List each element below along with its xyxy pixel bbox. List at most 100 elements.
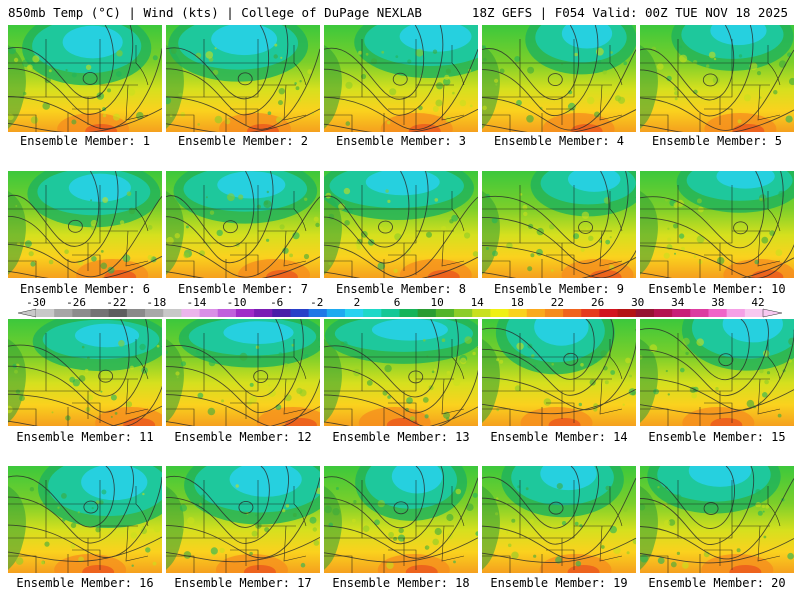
colorbar-swatch [653,309,673,317]
ensemble-member-map [166,25,320,132]
colorbar-tick-label: 18 [511,296,524,309]
colorbar-swatch [672,309,691,317]
colorbar-tick-label: 14 [471,296,485,309]
temperature-field [324,171,478,278]
temperature-field [324,466,478,573]
colorbar-swatch [181,309,200,317]
temperature-colorbar: -30 -26 -22 -18 -14 -10 -6 -2 2 6 10 14 18 22 26 30 34 38… [17,296,783,318]
temperature-field [640,25,794,132]
temperature-field [166,25,320,132]
ensemble-member-map [640,319,794,426]
colorbar-swatch [344,309,364,317]
colorbar-swatch [108,309,128,317]
colorbar-swatch [599,309,618,317]
temperature-field [166,171,320,278]
colorbar-tick-label: 2 [354,296,361,309]
temperature-field [324,319,478,426]
ensemble-member-map [640,466,794,573]
ensemble-member-map [324,466,478,573]
colorbar-swatch [417,309,437,317]
ensemble-member-map [166,319,320,426]
colorbar-swatch [526,309,546,317]
ensemble-member-map [8,171,162,278]
colorbar-tick-label: -2 [310,296,323,309]
colorbar-swatch [326,309,346,317]
ensemble-member-map [324,319,478,426]
colorbar-swatch [708,309,728,317]
ensemble-member-map [482,171,636,278]
colorbar-swatch [217,309,237,317]
temperature-field [482,171,636,278]
ensemble-member-label: Ensemble Member: 12 [174,430,312,444]
colorbar-tick-label: -6 [270,296,283,309]
colorbar-tick-label: 22 [551,296,564,309]
ensemble-member-map [166,171,320,278]
map-title: 850mb Temp (°C) | Wind (kts) | College o… [8,5,422,20]
ensemble-member-map [8,25,162,132]
temperature-field [8,171,162,278]
temperature-field [482,466,636,573]
colorbar-swatch [199,309,219,317]
ensemble-member-label: Ensemble Member: 8 [335,282,467,296]
ensemble-member-label: Ensemble Member: 2 [177,134,309,148]
colorbar-tick-label: -22 [106,296,126,309]
colorbar-swatch [54,309,73,317]
colorbar-tick-label: 38 [711,296,724,309]
colorbar-swatch [254,309,273,317]
temperature-field [166,466,320,573]
colorbar-swatch [544,309,564,317]
colorbar-tick-label: 34 [671,296,685,309]
ensemble-member-map [482,319,636,426]
colorbar-swatch [472,309,491,317]
colorbar-swatch [635,309,655,317]
colorbar-swatch [290,309,310,317]
colorbar-swatch [145,309,164,317]
ensemble-member-label: Ensemble Member: 11 [16,430,154,444]
colorbar-swatch [399,309,419,317]
ensemble-member-label: Ensemble Member: 9 [493,282,625,296]
colorbar-tick-label: 42 [751,296,764,309]
ensemble-member-map [640,171,794,278]
temperature-field [640,466,794,573]
temperature-field [8,466,162,573]
ensemble-member-label: Ensemble Member: 4 [493,134,625,148]
colorbar-tick-label: -30 [26,296,46,309]
temperature-field [482,25,636,132]
colorbar-swatch [617,309,637,317]
ensemble-member-label: Ensemble Member: 6 [19,282,151,296]
colorbar-swatch [726,309,746,317]
ensemble-member-label: Ensemble Member: 20 [648,576,786,590]
ensemble-member-label: Ensemble Member: 14 [490,430,628,444]
ensemble-member-map [166,466,320,573]
ensemble-member-map [324,171,478,278]
colorbar-swatch [163,309,182,317]
ensemble-member-label: Ensemble Member: 15 [648,430,786,444]
colorbar-tick-label: 10 [430,296,443,309]
ensemble-member-map [8,466,162,573]
colorbar-swatch [744,309,764,317]
colorbar-swatch [381,309,400,317]
ensemble-member-map [482,466,636,573]
colorbar-tick-label: -10 [227,296,247,309]
ensemble-member-map [324,25,478,132]
colorbar-tick-label: 26 [591,296,604,309]
colorbar-min-arrow [17,308,37,318]
ensemble-member-map [8,319,162,426]
temperature-field [482,319,636,426]
ensemble-member-map [640,25,794,132]
temperature-field [640,171,794,278]
ensemble-member-map [482,25,636,132]
colorbar-swatch [563,309,582,317]
colorbar-swatch [126,309,146,317]
temperature-field [324,25,478,132]
colorbar-swatch [454,309,473,317]
ensemble-member-label: Ensemble Member: 17 [174,576,312,590]
ensemble-member-label: Ensemble Member: 7 [177,282,309,296]
temperature-field [166,319,320,426]
colorbar-swatch [72,309,91,317]
colorbar-tick-label: -14 [186,296,206,309]
colorbar-tick-label: 6 [394,296,401,309]
colorbar-max-arrow [762,308,783,318]
colorbar-swatch [235,309,255,317]
ensemble-member-label: Ensemble Member: 19 [490,576,628,590]
